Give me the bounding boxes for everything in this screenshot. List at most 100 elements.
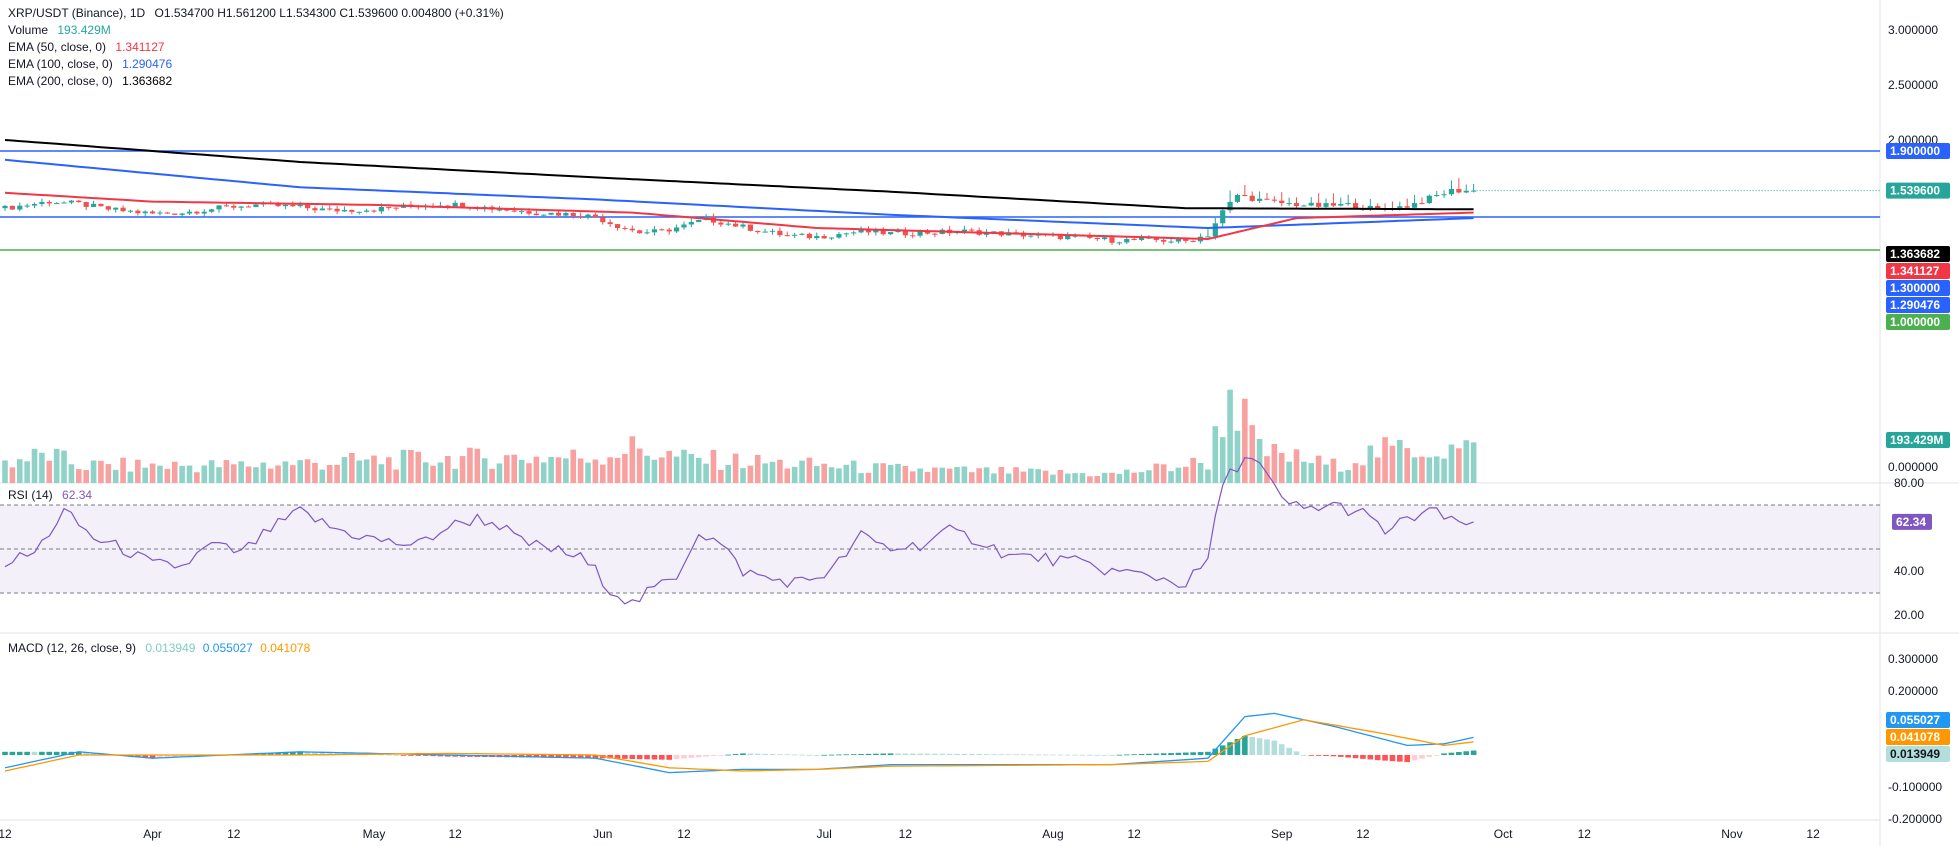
candle-body	[511, 210, 517, 212]
volume-bar	[651, 459, 658, 483]
candle-body	[644, 232, 650, 234]
macd-histogram-bar	[695, 755, 702, 758]
volume-bar	[629, 436, 636, 483]
candle-body	[356, 211, 362, 213]
volume-bar	[1352, 463, 1359, 483]
macd-histogram-bar	[1301, 755, 1307, 756]
volume-bar	[9, 467, 16, 483]
candle-body	[304, 204, 311, 209]
volume-bar	[1079, 473, 1086, 483]
candle-body	[1234, 194, 1241, 202]
price-tag-label: 1.290476	[1890, 298, 1940, 312]
rsi-axis-label: 20.00	[1894, 608, 1924, 622]
candle-body	[718, 222, 724, 225]
volume-bar	[53, 448, 60, 483]
candle-body	[378, 206, 384, 212]
volume-bar	[754, 454, 761, 483]
macd-histogram-bar	[1360, 755, 1366, 759]
candle-body	[1087, 235, 1093, 238]
price-axis-label: 0.000000	[1888, 460, 1938, 474]
time-axis-label: 12	[1806, 827, 1820, 841]
candle-body	[24, 205, 30, 207]
macd-label: MACD (12, 26, close, 9)	[8, 641, 137, 655]
candle-body	[799, 233, 805, 235]
ema100-legend: EMA (100, close, 0) 1.290476	[8, 57, 178, 72]
volume-bar	[275, 465, 281, 483]
candle-body	[924, 231, 931, 234]
price-tag-bg	[1886, 182, 1950, 199]
volume-bar	[1146, 470, 1152, 483]
macd-histogram-bar	[1337, 755, 1344, 757]
candle-body	[1271, 199, 1277, 201]
ema50-label: EMA (50, close, 0)	[8, 40, 107, 54]
macd-histogram-bar	[1345, 755, 1351, 758]
time-axis-label: 12	[1127, 827, 1141, 841]
macd-tag-label: 0.055027	[1890, 713, 1940, 727]
candle-body	[194, 211, 200, 214]
candle-body	[843, 233, 849, 235]
macd-tag-label: 0.041078	[1890, 730, 1940, 744]
macd-histogram-bar	[754, 753, 761, 755]
macd-histogram-bar	[1219, 745, 1226, 755]
candle-body	[172, 213, 178, 215]
candle-body	[1028, 235, 1034, 237]
macd-histogram-bar	[1271, 740, 1278, 755]
candle-body	[157, 212, 163, 214]
volume-bar	[983, 467, 990, 483]
macd-histogram-bar	[732, 754, 739, 755]
volume-bar	[186, 465, 193, 483]
time-axis-label: 12	[449, 827, 463, 841]
volume-bar	[777, 459, 783, 483]
volume-bar	[636, 448, 643, 483]
candle-body	[216, 205, 222, 210]
candle-body	[238, 206, 244, 208]
volume-bar	[725, 464, 732, 483]
volume-bar	[791, 466, 798, 483]
volume-bar	[334, 464, 340, 483]
macd-histogram-bar	[1168, 753, 1174, 755]
volume-bar	[319, 469, 326, 483]
volume-bar	[540, 462, 547, 483]
candle-body	[54, 203, 60, 205]
volume-bar	[83, 470, 89, 483]
candle-body	[917, 231, 923, 236]
price-tag-bg	[1886, 246, 1950, 262]
volume-bar	[378, 464, 385, 483]
candle-body	[895, 230, 901, 233]
macd-histogram-bar	[437, 755, 444, 757]
macd-histogram-bar	[688, 755, 695, 758]
macd-histogram-bar	[53, 751, 60, 755]
volume-bar	[400, 449, 407, 483]
volume-bar	[1160, 464, 1167, 483]
macd-histogram-bar	[784, 754, 791, 756]
candle-body	[762, 231, 768, 233]
candle-body	[496, 209, 503, 211]
volume-bar	[1433, 456, 1440, 483]
volume-bar	[31, 448, 38, 483]
macd-histogram-bar	[1278, 744, 1285, 755]
volume-bar	[504, 455, 510, 483]
candle-body	[1411, 203, 1418, 208]
volume-bar	[1315, 455, 1322, 483]
time-axis-label: 12	[677, 827, 691, 841]
macd-histogram-bar	[873, 753, 879, 755]
macd-histogram-bar	[644, 755, 650, 760]
candle-body	[526, 211, 532, 214]
macd-histogram-bar	[1205, 751, 1211, 755]
macd-histogram-bar	[577, 755, 584, 759]
volume-bar	[895, 463, 901, 483]
candle-body	[105, 206, 111, 210]
candle-body	[98, 203, 104, 207]
macd-histogram-bar	[1397, 755, 1403, 762]
candle-body	[1330, 203, 1336, 206]
volume-bar	[695, 457, 702, 483]
candle-body	[1338, 204, 1344, 206]
candle-body	[1286, 203, 1292, 205]
volume-bar	[1456, 448, 1462, 483]
volume-bar	[570, 449, 577, 483]
volume-bar	[1005, 473, 1012, 483]
volume-bar	[1057, 469, 1064, 483]
macd-histogram-bar	[400, 755, 407, 756]
candle-body	[1153, 237, 1159, 240]
